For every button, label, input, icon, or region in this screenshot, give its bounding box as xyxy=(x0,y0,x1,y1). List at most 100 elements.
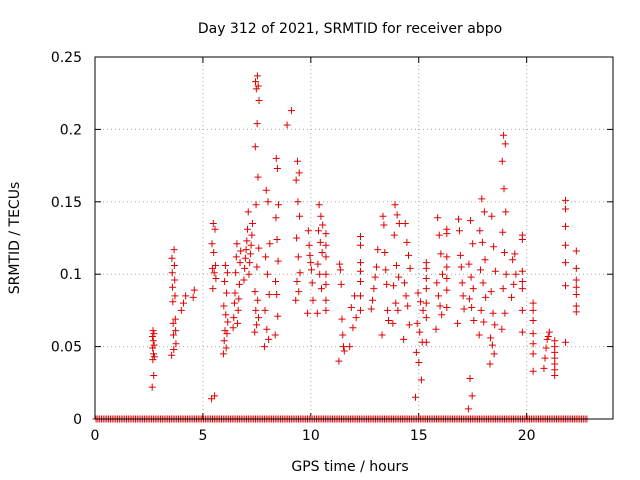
data-point xyxy=(210,269,218,277)
data-point xyxy=(221,277,229,285)
data-point xyxy=(381,248,389,256)
data-point xyxy=(253,263,261,271)
data-point xyxy=(293,157,301,165)
data-point xyxy=(148,332,156,340)
data-point xyxy=(304,227,312,235)
data-point xyxy=(540,364,548,372)
data-point xyxy=(389,319,397,327)
data-point xyxy=(253,72,261,80)
data-point xyxy=(260,343,268,351)
data-point xyxy=(294,198,302,206)
data-point xyxy=(294,253,302,261)
data-point xyxy=(518,267,526,275)
data-point xyxy=(393,211,401,219)
data-point xyxy=(443,263,451,271)
data-point xyxy=(404,251,412,259)
data-point xyxy=(182,292,190,300)
data-point xyxy=(390,231,398,239)
data-point xyxy=(292,296,300,304)
data-point xyxy=(338,315,346,323)
data-point xyxy=(170,262,178,270)
data-point xyxy=(264,198,272,206)
data-point xyxy=(482,293,490,301)
data-point xyxy=(379,212,387,220)
data-point xyxy=(189,293,197,301)
data-point xyxy=(433,279,441,287)
data-point xyxy=(572,264,580,272)
data-point xyxy=(352,314,360,322)
data-point xyxy=(443,253,451,261)
data-point xyxy=(150,353,158,361)
data-point xyxy=(572,302,580,310)
data-point xyxy=(351,292,359,300)
data-point xyxy=(465,260,473,268)
data-point xyxy=(529,299,537,307)
data-point xyxy=(210,248,218,256)
y-tick-label: 0 xyxy=(73,412,82,428)
data-point xyxy=(356,306,364,314)
data-point xyxy=(356,259,364,267)
data-point xyxy=(417,298,425,306)
data-point xyxy=(293,277,301,285)
data-point xyxy=(222,311,230,319)
data-point xyxy=(322,306,330,314)
data-point xyxy=(222,344,230,352)
data-point xyxy=(246,259,254,267)
data-point xyxy=(356,292,364,300)
data-point xyxy=(251,143,259,151)
data-point xyxy=(382,266,390,274)
data-point xyxy=(295,288,303,296)
data-point xyxy=(498,325,506,333)
data-point xyxy=(317,212,325,220)
data-point xyxy=(234,319,242,327)
data-point xyxy=(367,305,375,313)
data-point xyxy=(208,264,216,272)
data-point xyxy=(340,343,348,351)
data-point xyxy=(512,270,520,278)
data-point xyxy=(339,331,347,339)
data-point xyxy=(149,350,157,358)
data-point xyxy=(171,315,179,323)
data-point xyxy=(254,82,262,90)
data-point xyxy=(271,331,279,339)
data-point xyxy=(223,269,231,277)
data-point xyxy=(255,244,263,252)
data-point xyxy=(237,247,245,255)
data-point xyxy=(150,341,158,349)
data-point xyxy=(254,173,262,181)
data-point xyxy=(443,275,451,283)
data-point xyxy=(384,306,392,314)
data-point xyxy=(314,260,322,268)
data-point xyxy=(235,280,243,288)
data-point xyxy=(443,225,451,233)
data-point xyxy=(274,257,282,265)
data-point xyxy=(406,264,414,272)
data-point xyxy=(468,304,476,312)
data-point xyxy=(436,302,444,310)
data-point xyxy=(274,312,282,320)
data-point xyxy=(395,273,403,281)
data-point xyxy=(508,293,516,301)
data-point xyxy=(272,214,280,222)
data-point xyxy=(221,262,229,270)
data-point xyxy=(477,306,485,314)
data-point xyxy=(437,250,445,258)
data-point xyxy=(208,395,216,403)
data-point xyxy=(219,350,227,358)
data-point xyxy=(262,186,270,194)
data-point xyxy=(469,240,477,248)
data-point xyxy=(149,327,157,335)
data-point xyxy=(315,227,323,235)
data-point xyxy=(491,267,499,275)
data-point xyxy=(305,241,313,249)
data-point xyxy=(572,290,580,298)
chart-title: Day 312 of 2021, SRMTID for receiver abp… xyxy=(198,21,502,37)
data-point xyxy=(211,262,219,270)
data-point xyxy=(236,259,244,267)
data-point xyxy=(518,328,526,336)
data-point xyxy=(261,306,269,314)
data-point xyxy=(230,299,238,307)
data-point xyxy=(489,309,497,317)
data-point xyxy=(169,298,177,306)
data-point xyxy=(230,314,238,322)
